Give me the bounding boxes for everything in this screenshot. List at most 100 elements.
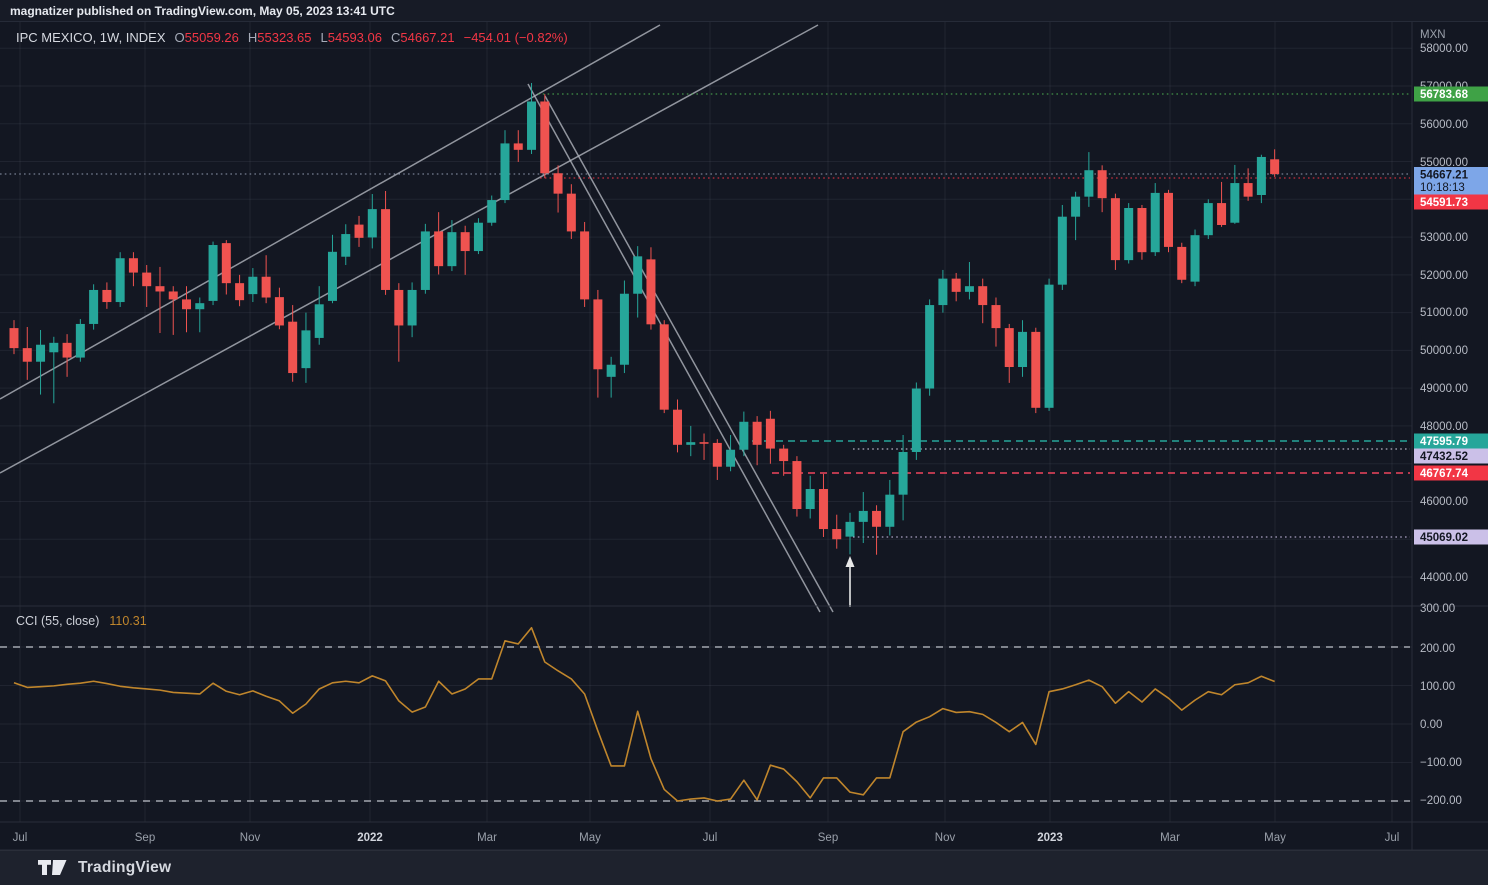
tradingview-brand-text[interactable]: TradingView <box>78 859 172 876</box>
candle-body <box>1137 207 1147 253</box>
price-tick-label: 100.00 <box>1420 681 1455 693</box>
candle-body <box>1230 183 1240 223</box>
cci-indicator-title[interactable]: CCI (55, close) <box>16 614 100 628</box>
time-tick-label: Jul <box>703 832 718 844</box>
ohlc-open-label: O <box>174 30 185 45</box>
candle-body <box>1110 198 1120 261</box>
price-marker-text: 45069.02 <box>1420 532 1468 544</box>
ohlc-open-value: 55059.26 <box>184 30 239 45</box>
symbol-title[interactable]: IPC MEXICO, 1W, INDEX <box>16 30 166 45</box>
candle-body <box>752 421 762 445</box>
candle-body <box>49 342 59 353</box>
candle-body <box>460 232 470 252</box>
change-value: −454.01 (−0.82%) <box>463 30 568 45</box>
candle-body <box>978 286 988 306</box>
candle-body <box>765 418 775 449</box>
price-tick-label: 300.00 <box>1420 603 1455 615</box>
candle-body <box>779 448 789 462</box>
candle-body <box>898 451 908 495</box>
candle-body <box>951 278 961 292</box>
price-tick-label: 44000.00 <box>1420 572 1468 584</box>
chart-canvas[interactable]: MXN58000.0057000.0056000.0055000.0053000… <box>0 22 1488 850</box>
candle-body <box>1270 159 1280 175</box>
cci-line <box>13 626 1275 802</box>
candle-body <box>367 209 377 238</box>
candle-body <box>1044 284 1054 408</box>
candle-body <box>1203 203 1213 236</box>
footer-bar: TradingView <box>0 850 1488 885</box>
time-tick-label: Sep <box>135 832 155 844</box>
tradingview-logo-icon[interactable] <box>38 860 68 876</box>
candle-body <box>991 305 1001 329</box>
price-tick-label: 49000.00 <box>1420 383 1468 395</box>
candle-body <box>1057 216 1067 285</box>
candle-body <box>712 442 722 467</box>
candle-body <box>1004 328 1014 368</box>
price-marker <box>1414 448 1488 464</box>
price-marker-text: 46767.74 <box>1420 468 1469 480</box>
price-marker <box>1414 433 1488 449</box>
candle-body <box>580 231 590 300</box>
candle-body <box>673 409 682 445</box>
price-marker <box>1414 167 1488 195</box>
price-tick-label: 0.00 <box>1420 719 1442 731</box>
candle-body <box>62 342 72 358</box>
trendline <box>544 95 834 613</box>
candle-body <box>75 323 85 358</box>
price-marker <box>1414 529 1488 545</box>
currency-label: MXN <box>1420 29 1446 41</box>
candle-body <box>832 529 842 540</box>
candle-body <box>487 200 497 223</box>
time-tick-label: 2023 <box>1037 832 1063 844</box>
candle-body <box>314 304 324 338</box>
candle-body <box>1217 203 1227 225</box>
ohlc-low-value: 54593.06 <box>327 30 382 45</box>
candle-body <box>540 101 550 174</box>
candle-body <box>1084 170 1094 197</box>
time-tick-label: Jul <box>1385 832 1400 844</box>
candle-body <box>619 293 629 365</box>
price-tick-label: 53000.00 <box>1420 232 1468 244</box>
price-marker-countdown: 10:18:13 <box>1420 182 1465 194</box>
candle-body <box>102 289 112 303</box>
price-tick-label: 200.00 <box>1420 643 1455 655</box>
cci-indicator-legend: CCI (55, close) 110.31 <box>16 614 147 628</box>
price-tick-label: 56000.00 <box>1420 119 1468 131</box>
candle-body <box>301 330 311 369</box>
time-tick-label: Mar <box>1160 832 1180 844</box>
candle-body <box>327 251 337 301</box>
candle-body <box>354 224 364 238</box>
candle-body <box>473 222 483 252</box>
time-tick-label: Nov <box>935 832 956 844</box>
candle-body <box>513 143 523 150</box>
candle-body <box>964 286 974 292</box>
candle-body <box>208 245 218 301</box>
candle-body <box>845 521 855 537</box>
candle-body <box>633 256 643 294</box>
candle-body <box>1018 331 1028 368</box>
candle-body <box>288 321 298 374</box>
price-marker-text: 54667.21 <box>1420 170 1469 182</box>
ohlc-low-label: L <box>320 30 328 45</box>
candle-body <box>394 289 404 326</box>
trendline <box>527 83 821 613</box>
price-tick-label: 46000.00 <box>1420 496 1468 508</box>
candle-body <box>553 173 563 194</box>
candle-body <box>1150 192 1160 253</box>
candle-body <box>434 231 444 267</box>
time-tick-label: Sep <box>818 832 838 844</box>
candle-body <box>168 291 178 300</box>
price-marker <box>1414 86 1488 102</box>
ohlc-close-value: 54667.21 <box>400 30 455 45</box>
candle-body <box>1031 331 1041 408</box>
candle-body <box>1177 246 1187 280</box>
candle-body <box>925 305 935 389</box>
candle-body <box>381 209 391 290</box>
time-tick-label: Mar <box>477 832 497 844</box>
price-tick-label: 58000.00 <box>1420 43 1468 55</box>
candle-body <box>566 193 576 232</box>
candle-body <box>128 258 138 273</box>
candle-body <box>195 303 205 310</box>
candle-body <box>341 234 351 257</box>
